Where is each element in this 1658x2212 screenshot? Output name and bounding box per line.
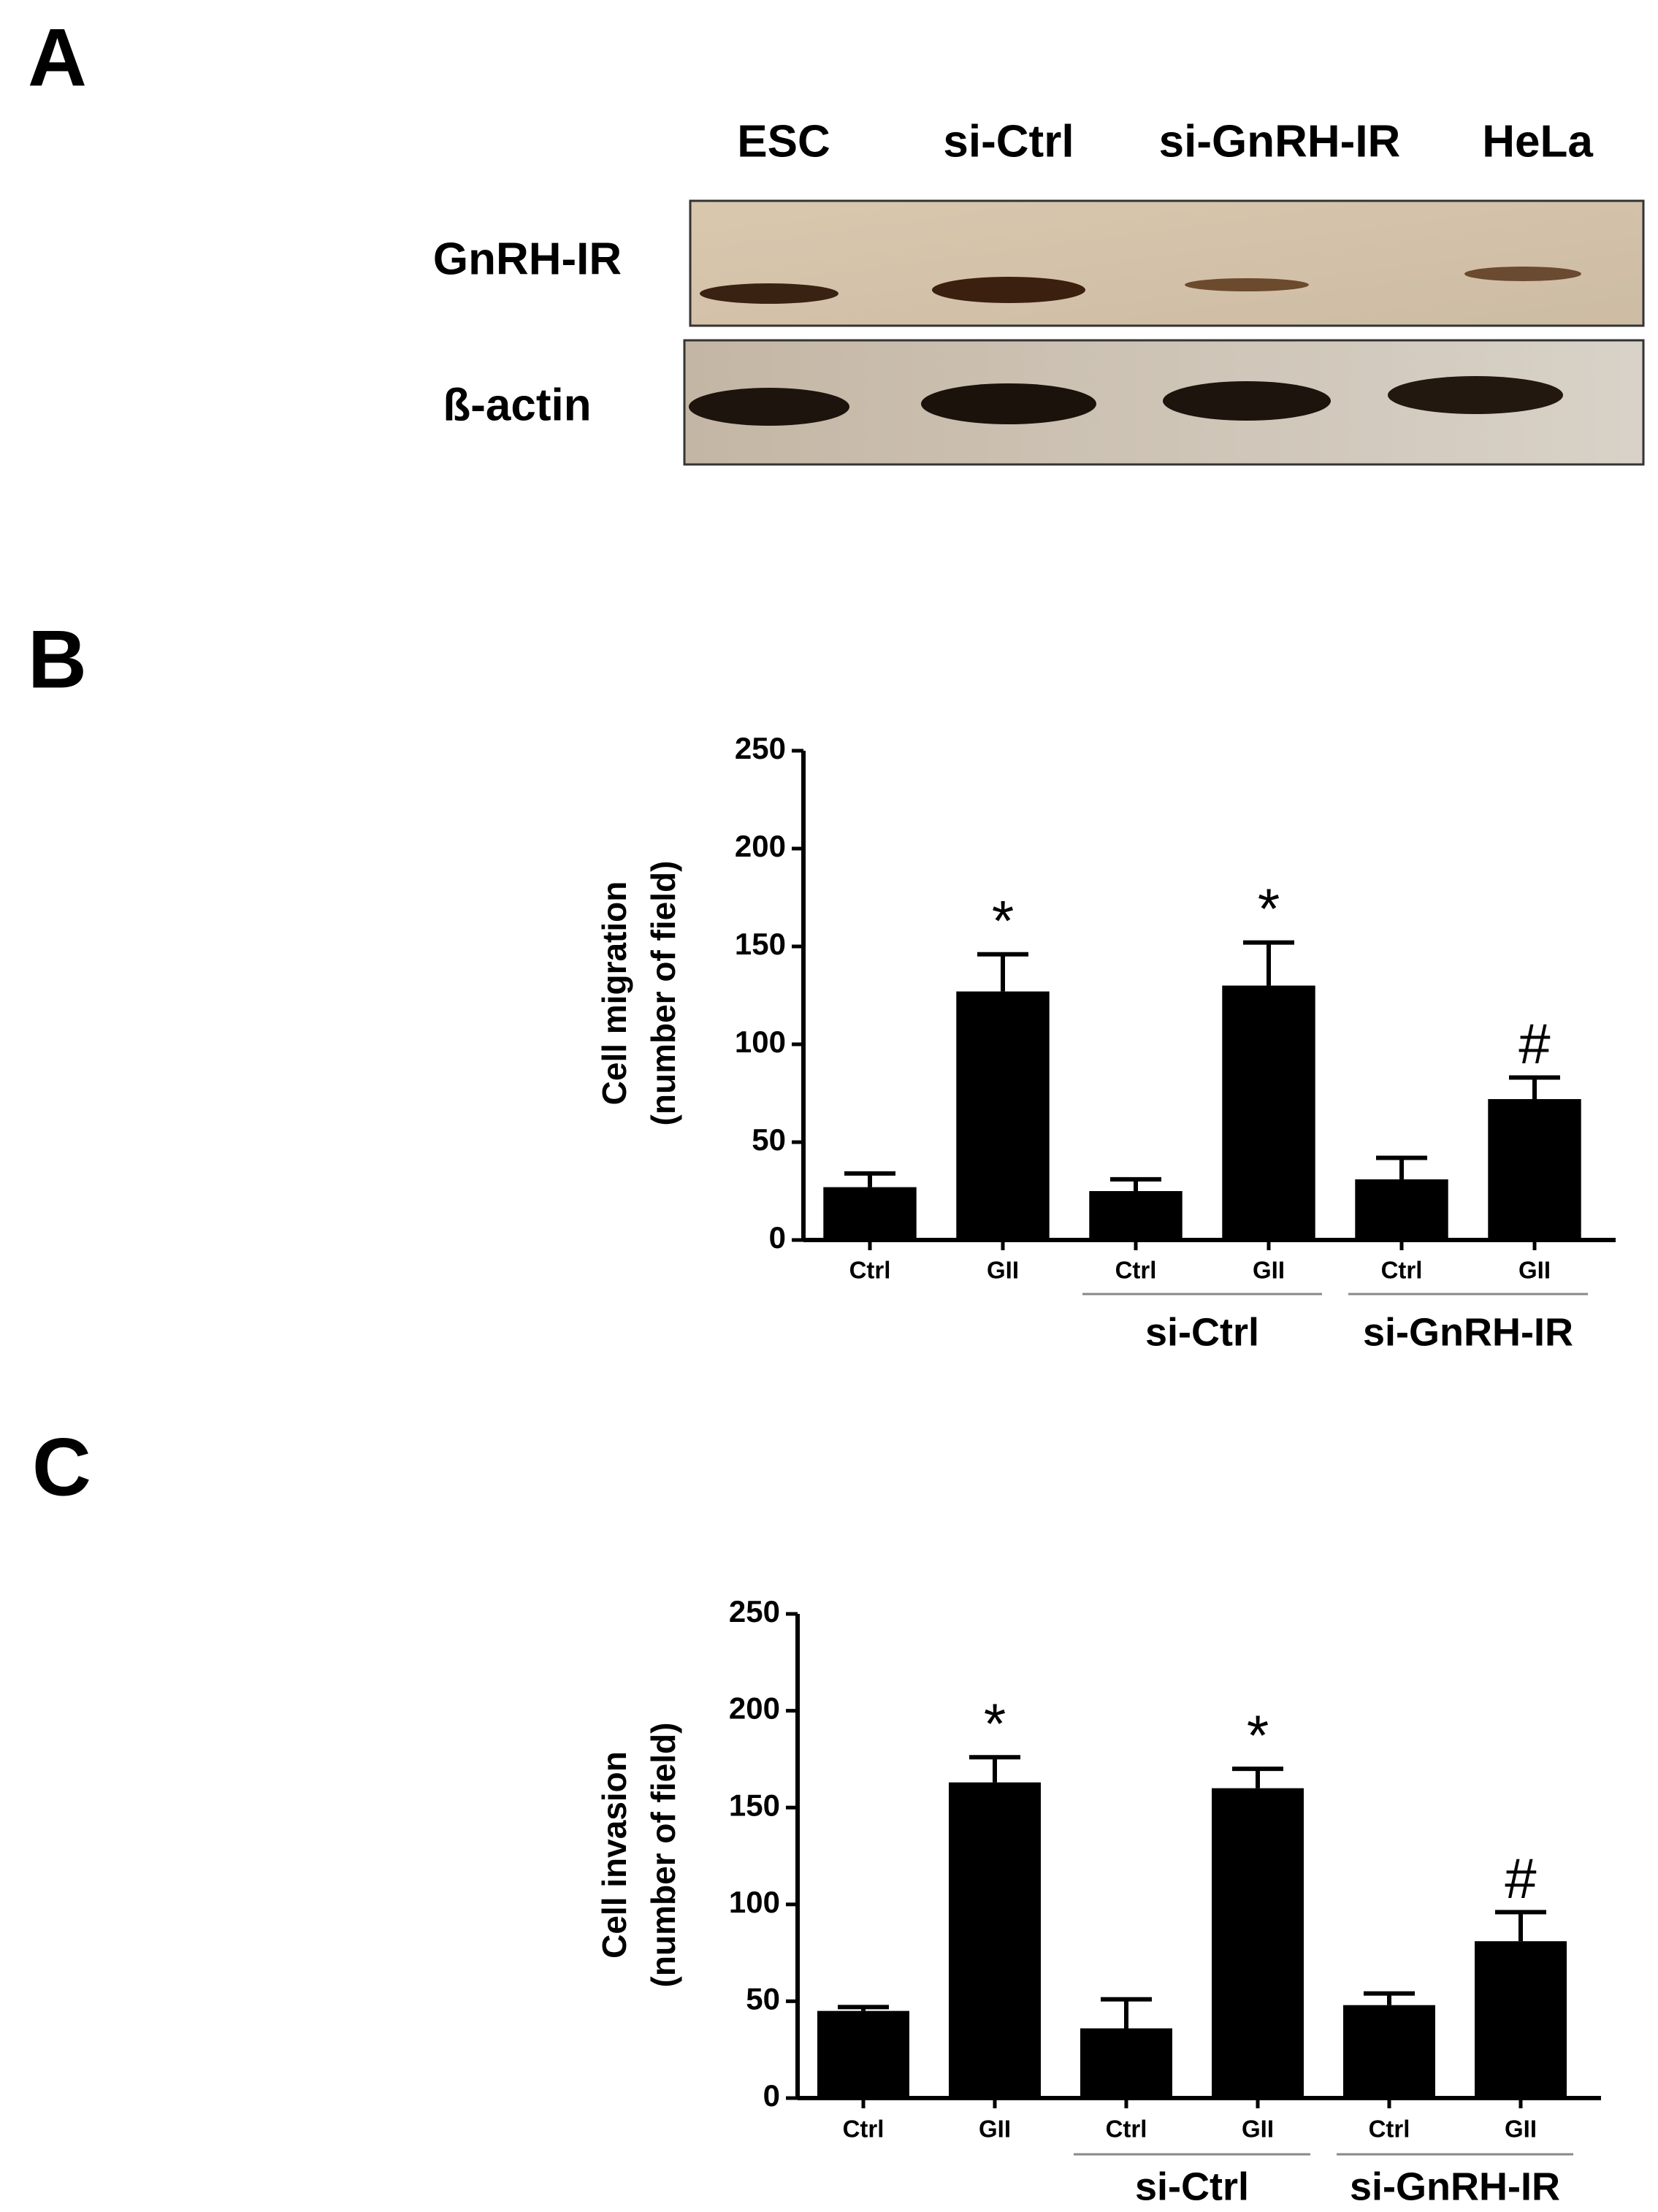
annotation: * [1258, 876, 1280, 941]
annotation: # [1518, 1011, 1550, 1076]
y-tick-label: 100 [729, 1885, 780, 1919]
group-label: si-Ctrl [1145, 1310, 1259, 1354]
y-tick-label: 0 [769, 1220, 786, 1255]
lane-label: ESC [737, 116, 830, 167]
panel-label: C [32, 1422, 91, 1513]
lane-label: HeLa [1482, 116, 1593, 167]
group-label: si-Ctrl [1135, 2165, 1249, 2208]
bar [1343, 2005, 1435, 2098]
y-tick-label: 50 [752, 1122, 786, 1157]
annotation: * [1247, 1703, 1269, 1767]
y-axis-label: (number of field) [644, 1723, 682, 1988]
x-tick-label: Ctrl [1115, 1257, 1157, 1284]
panel-label: B [28, 614, 87, 705]
x-tick-label: GII [1518, 1257, 1551, 1284]
x-tick-label: GII [1253, 1257, 1285, 1284]
lane-label: si-Ctrl [943, 116, 1074, 167]
annotation: * [992, 888, 1014, 952]
x-tick-label: GII [1505, 2116, 1537, 2143]
bar [1488, 1099, 1581, 1240]
y-tick-label: 150 [729, 1788, 780, 1822]
y-tick-label: 250 [735, 731, 786, 765]
bar [1355, 1179, 1448, 1240]
y-tick-label: 0 [763, 2078, 780, 2113]
bar [823, 1187, 917, 1240]
x-tick-label: GII [979, 2116, 1011, 2143]
y-tick-label: 200 [729, 1691, 780, 1726]
row-label: ß-actin [443, 380, 591, 430]
bar [1212, 1788, 1304, 2098]
x-tick-label: GII [987, 1257, 1019, 1284]
blot-top [689, 199, 1645, 327]
y-tick-label: 50 [746, 1981, 780, 2016]
bar [1089, 1191, 1183, 1240]
bar [1475, 1941, 1567, 2098]
x-tick-label: Ctrl [1369, 2116, 1410, 2143]
x-tick-label: Ctrl [843, 2116, 885, 2143]
bar [817, 2010, 909, 2098]
lane-label: si-GnRH-IR [1159, 116, 1401, 167]
row-label: GnRH-IR [433, 234, 622, 284]
bar [1080, 2028, 1172, 2098]
y-tick-label: 100 [735, 1025, 786, 1059]
x-tick-label: Ctrl [1381, 1257, 1423, 1284]
y-tick-label: 250 [729, 1594, 780, 1629]
x-tick-label: Ctrl [1106, 2116, 1147, 2143]
blot-bottom [683, 339, 1645, 466]
panel-label: A [28, 12, 87, 104]
x-tick-label: GII [1242, 2116, 1274, 2143]
group-label: si-GnRH-IR [1363, 1310, 1573, 1354]
bar [1222, 985, 1315, 1240]
x-tick-label: Ctrl [849, 1257, 891, 1284]
y-axis-label: (number of field) [644, 861, 682, 1126]
y-axis-label: Cell invasion [595, 1751, 633, 1959]
y-axis-label: Cell migration [595, 881, 633, 1106]
annotation: # [1505, 1846, 1536, 1910]
group-label: si-GnRH-IR [1350, 2165, 1560, 2208]
bar [949, 1782, 1041, 2098]
annotation: * [984, 1691, 1006, 1756]
y-tick-label: 200 [735, 829, 786, 863]
y-tick-label: 150 [735, 927, 786, 961]
bar [956, 991, 1050, 1240]
